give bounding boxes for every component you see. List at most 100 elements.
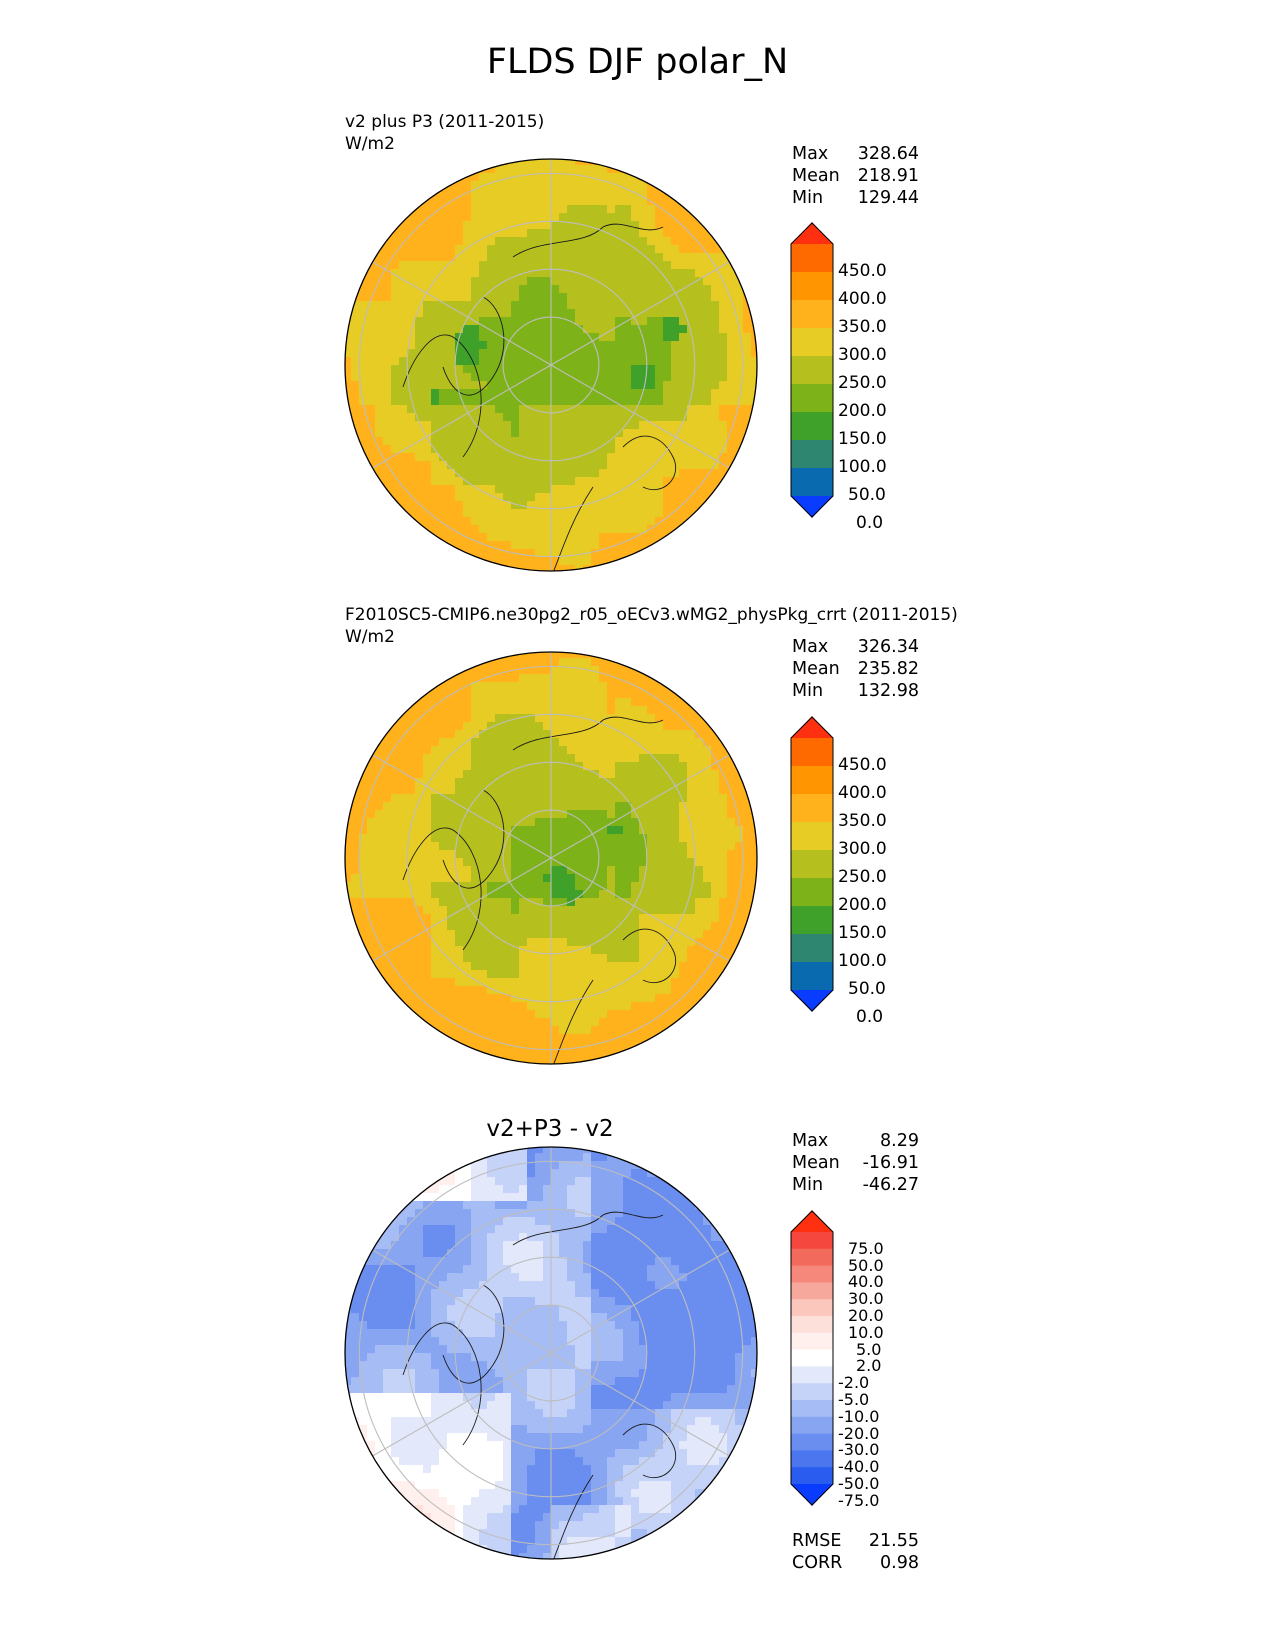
- map-cell: [647, 349, 656, 358]
- map-cell: [567, 485, 576, 494]
- map-cell: [551, 549, 560, 558]
- map-cell: [567, 365, 576, 374]
- map-cell: [599, 1241, 608, 1250]
- map-cell: [719, 469, 728, 478]
- map-cell: [591, 237, 600, 246]
- map-cell: [535, 826, 544, 835]
- map-cell: [543, 1169, 552, 1178]
- map-cell: [447, 1209, 456, 1218]
- map-cell: [479, 397, 488, 406]
- map-cell: [511, 1177, 520, 1186]
- map-cell: [711, 778, 720, 787]
- map-cell: [471, 421, 480, 430]
- map-cell: [487, 954, 496, 963]
- map-cell: [663, 930, 672, 939]
- map-cell: [479, 453, 488, 462]
- map-cell: [345, 906, 352, 915]
- map-cell: [407, 738, 416, 747]
- map-cell: [551, 365, 560, 374]
- map-cell: [535, 357, 544, 366]
- map-cell: [647, 341, 656, 350]
- map-cell: [495, 1233, 504, 1242]
- map-cell: [623, 429, 632, 438]
- map-cell: [527, 850, 536, 859]
- map-cell: [431, 810, 440, 819]
- map-cell: [407, 978, 416, 987]
- map-cell: [639, 285, 648, 294]
- map-cell: [607, 1217, 616, 1226]
- map-cell: [719, 381, 728, 390]
- map-cell: [631, 349, 640, 358]
- map-cell: [359, 429, 368, 438]
- map-cell: [519, 1058, 528, 1064]
- map-cell: [679, 501, 688, 510]
- map-cell: [495, 557, 504, 566]
- map-cell: [575, 159, 584, 166]
- map-cell: [479, 349, 488, 358]
- map-cell: [495, 533, 504, 542]
- map-cell: [431, 730, 440, 739]
- map-cell: [495, 253, 504, 262]
- map-cell: [391, 818, 400, 827]
- map-cell: [631, 229, 640, 238]
- map-cell: [487, 1058, 496, 1064]
- map-cell: [487, 381, 496, 390]
- map-cell: [479, 906, 488, 915]
- map-cell: [495, 1010, 504, 1019]
- map-cell: [599, 762, 608, 771]
- map-cell: [471, 1018, 480, 1027]
- map-cell: [663, 309, 672, 318]
- map-cell: [719, 237, 728, 246]
- map-cell: [503, 690, 512, 699]
- map-cell: [567, 722, 576, 731]
- map-cell: [383, 938, 392, 947]
- map-cell: [447, 205, 456, 214]
- map-cell: [383, 1225, 392, 1234]
- map-cell: [639, 1217, 648, 1226]
- map-cell: [415, 229, 424, 238]
- map-cell: [487, 365, 496, 374]
- map-cell: [495, 445, 504, 454]
- map-cell: [511, 770, 520, 779]
- colorbar-segment: [791, 962, 833, 991]
- map-cell: [423, 722, 432, 731]
- map-cell: [719, 930, 728, 939]
- map-cell: [463, 1034, 472, 1043]
- map-cell: [535, 762, 544, 771]
- colorbar-tick-label: 300.0: [838, 839, 887, 860]
- map-cell: [415, 890, 424, 899]
- map-cell: [711, 946, 720, 955]
- map-cell: [735, 309, 744, 318]
- map-cell: [671, 786, 680, 795]
- map-cell: [423, 533, 432, 542]
- map-cell: [591, 898, 600, 907]
- map-cell: [511, 197, 520, 206]
- map-cell: [671, 1002, 680, 1011]
- map-cell: [695, 730, 704, 739]
- map-cell: [639, 525, 648, 534]
- map-cell: [727, 301, 736, 310]
- map-cell: [519, 485, 528, 494]
- map-cell: [655, 221, 664, 230]
- map-cell: [687, 746, 696, 755]
- map-cell: [495, 866, 504, 875]
- map-cell: [551, 874, 560, 883]
- map-cell: [607, 1161, 616, 1170]
- map-cell: [479, 325, 488, 334]
- map-cell: [639, 381, 648, 390]
- map-cell: [599, 962, 608, 971]
- map-cell: [495, 397, 504, 406]
- map-cell: [575, 818, 584, 827]
- map-cell: [551, 906, 560, 915]
- map-cell: [607, 794, 616, 803]
- map-cell: [463, 1010, 472, 1019]
- map-cell: [455, 762, 464, 771]
- map-cell: [471, 357, 480, 366]
- map-cell: [543, 1050, 552, 1059]
- map-cell: [463, 722, 472, 731]
- map-cell: [663, 205, 672, 214]
- map-cell: [607, 946, 616, 955]
- map-cell: [567, 986, 576, 995]
- map-cell: [591, 421, 600, 430]
- map-cell: [375, 301, 384, 310]
